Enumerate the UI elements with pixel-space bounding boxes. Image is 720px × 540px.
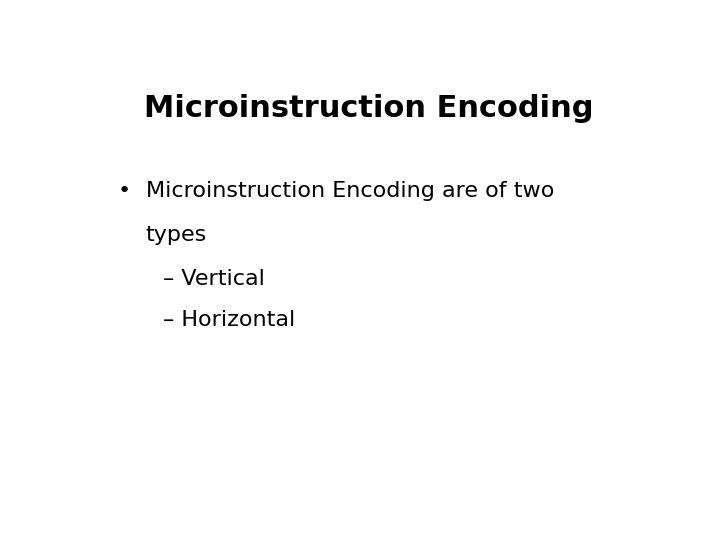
Text: – Vertical: – Vertical	[163, 268, 264, 288]
Text: •: •	[118, 181, 131, 201]
Text: Microinstruction Encoding are of two: Microinstruction Encoding are of two	[145, 181, 554, 201]
Text: types: types	[145, 225, 207, 245]
Text: Microinstruction Encoding: Microinstruction Encoding	[144, 94, 594, 123]
Text: – Horizontal: – Horizontal	[163, 310, 294, 330]
